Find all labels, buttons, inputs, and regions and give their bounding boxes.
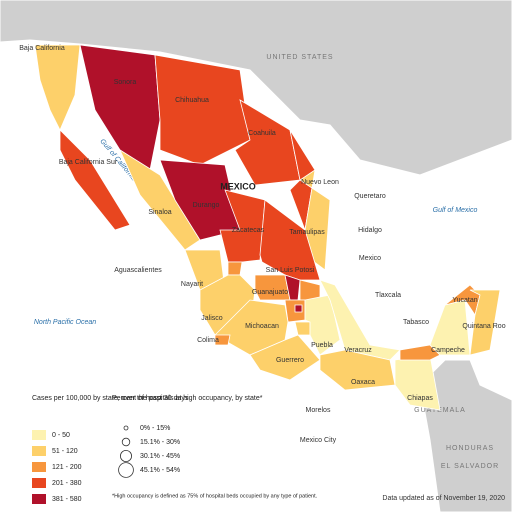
state-label: Oaxaca — [351, 379, 375, 386]
state — [214, 334, 231, 346]
legend-label: 121 - 200 — [52, 464, 82, 471]
water-label: Gulf of Mexico — [433, 207, 478, 214]
state-label: Baja California Sur — [59, 159, 118, 166]
country-label: GUATEMALA — [414, 407, 466, 414]
legend-label: 381 - 580 — [52, 496, 82, 503]
country-label: UNITED STATES — [266, 54, 333, 61]
state-label: Durango — [193, 202, 220, 209]
state-label: Sonora — [114, 79, 137, 86]
legend-swatch — [32, 494, 46, 504]
legend-swatch — [32, 462, 46, 472]
state-label: Quintana Roo — [462, 323, 505, 330]
state-labels: Baja California Sonora Chihuahua Coahuila Nu… — [19, 45, 505, 444]
state-label: Tlaxcala — [375, 292, 401, 299]
state-label: Zacatecas — [232, 227, 265, 234]
state — [429, 299, 471, 356]
state-label: Morelos — [306, 407, 331, 414]
states — [34, 44, 501, 411]
state-label: Puebla — [311, 342, 333, 349]
state-label: Tamaulipas — [289, 229, 325, 236]
state-label: Jalisco — [201, 315, 223, 322]
legend-label: 30.1% - 45% — [140, 453, 180, 460]
water-label: North Pacific Ocean — [34, 319, 96, 326]
legend-title: Cases per 100,000 by state, over the pas… — [32, 395, 189, 402]
footer: Data updated as of November 19, 2020 — [382, 495, 505, 502]
legend-note: *High occupancy is defined as 75% of hos… — [112, 493, 318, 499]
legend-label: 45.1% - 54% — [140, 467, 180, 474]
legend-title: Percent of hospitals at high occupancy, … — [112, 395, 263, 402]
state-label: Nayarit — [181, 281, 203, 288]
legend-label: 201 - 380 — [52, 480, 82, 487]
state — [119, 148, 201, 251]
united-states — [0, 0, 512, 176]
legend-circle — [121, 437, 131, 447]
state-label: Queretaro — [354, 193, 386, 200]
state-label: Campeche — [431, 347, 465, 354]
legend-label: 0% - 15% — [140, 425, 170, 432]
state-label: Guerrero — [276, 357, 304, 364]
state-label: Tabasco — [403, 319, 429, 326]
state — [399, 344, 441, 361]
state-label: San Luis Potosi — [266, 267, 315, 274]
country-name: MEXICO — [220, 181, 256, 191]
state — [294, 321, 311, 336]
legend-box — [28, 390, 228, 505]
state — [469, 289, 501, 356]
state-label: Coahuila — [248, 130, 276, 137]
country-label: EL SALVADOR — [441, 463, 499, 470]
state-label: Guanajuato — [252, 289, 288, 296]
state-label: Hidalgo — [358, 227, 382, 234]
state-label: Colima — [197, 337, 219, 344]
legend-swatch — [32, 430, 46, 440]
legend: Cases per 100,000 by state, over the pas… — [28, 390, 318, 505]
legend-swatch — [32, 446, 46, 456]
state-label: Sinaloa — [148, 209, 171, 216]
central-america — [419, 359, 512, 512]
state — [294, 304, 303, 313]
state-label: Mexico City — [300, 437, 337, 444]
legend-label: 0 - 50 — [52, 432, 70, 439]
legend-circle — [120, 449, 133, 462]
legend-label: 51 - 120 — [52, 448, 78, 455]
legend-label: 15.1% - 30% — [140, 439, 180, 446]
state — [227, 261, 243, 276]
state-label: Mexico — [359, 255, 381, 262]
state-label: Aguascalientes — [114, 267, 162, 274]
state — [59, 129, 131, 231]
state — [254, 274, 291, 301]
legend-circle — [118, 462, 134, 478]
state-label: Baja California — [19, 45, 65, 52]
country-label: HONDURAS — [446, 445, 494, 452]
state-label: Yucatan — [452, 297, 477, 304]
state-label: Nuevo Leon — [301, 179, 339, 186]
state-label: Chiapas — [407, 395, 433, 402]
state — [159, 159, 241, 241]
state-label: Michoacan — [245, 323, 279, 330]
legend-swatch — [32, 478, 46, 488]
state-label: Chihuahua — [175, 97, 209, 104]
state-label: Veracruz — [344, 347, 372, 354]
legend-circle — [123, 425, 129, 431]
state — [319, 279, 401, 361]
